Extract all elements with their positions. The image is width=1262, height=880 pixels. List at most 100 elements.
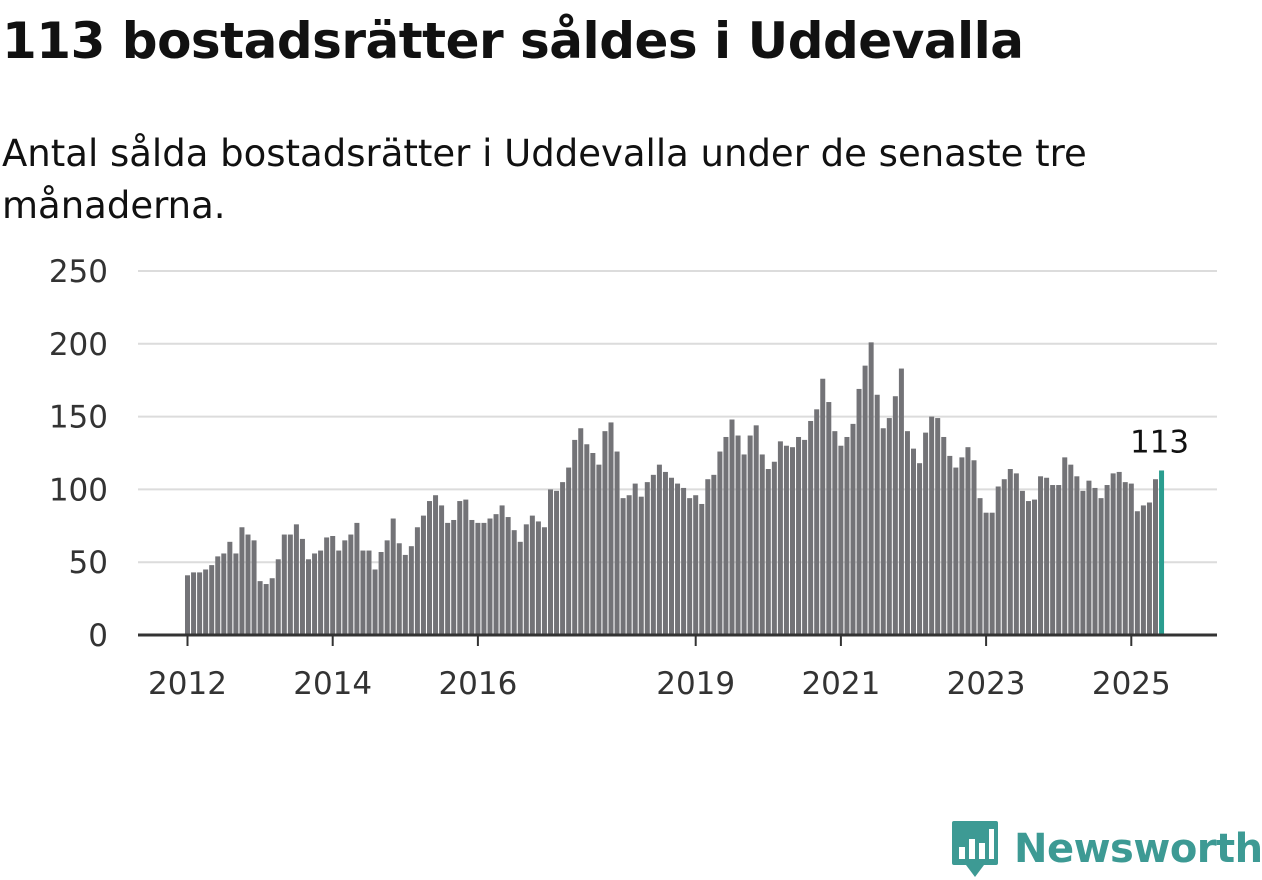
bar: [892, 396, 898, 635]
chart-subtitle: Antal sålda bostadsrätter i Uddevalla un…: [2, 132, 1087, 227]
bar: [336, 550, 342, 635]
bar: [693, 495, 699, 635]
bar: [783, 445, 789, 635]
bar: [505, 517, 511, 635]
bar: [947, 455, 953, 635]
bar: [1038, 476, 1044, 635]
bar: [977, 498, 983, 635]
bar: [705, 479, 711, 635]
bar: [517, 541, 523, 635]
bar: [1116, 471, 1122, 635]
bar: [233, 553, 239, 635]
bar: [584, 444, 590, 635]
bar: [1122, 482, 1128, 635]
bar: [820, 378, 826, 635]
bar: [790, 447, 795, 635]
bar: [1080, 490, 1086, 635]
bar: [293, 524, 299, 635]
bar: [203, 569, 209, 635]
bar: [911, 448, 916, 635]
bar: [372, 569, 378, 635]
bar: [1146, 502, 1152, 635]
bar: [596, 464, 602, 635]
bar: [324, 537, 330, 635]
x-tick-label: 2016: [438, 666, 517, 702]
bar: [681, 487, 687, 635]
bar: [1092, 487, 1098, 635]
bar: [384, 540, 390, 635]
bar: [475, 522, 481, 635]
bar: [735, 435, 741, 635]
bar: [251, 540, 257, 635]
bar: [965, 447, 971, 635]
y-tick-label: 250: [49, 254, 108, 290]
bar: [1001, 479, 1007, 635]
bar: [578, 428, 584, 635]
bar: [408, 546, 414, 635]
bar: [917, 463, 923, 635]
bar: [626, 495, 632, 635]
bar: [608, 422, 614, 635]
bar: [299, 538, 305, 635]
bar: [535, 521, 541, 635]
bar: [971, 460, 977, 635]
bar: [983, 512, 989, 635]
bar: [451, 519, 457, 635]
bar: [898, 368, 904, 635]
bar: [1110, 473, 1116, 635]
bar: [566, 467, 572, 635]
bar: [1007, 469, 1013, 635]
bar: [771, 461, 777, 635]
bar: [1044, 477, 1050, 635]
y-tick-label: 50: [69, 545, 108, 581]
bar: [1153, 479, 1158, 635]
bar: [590, 453, 596, 635]
bar: [711, 474, 717, 635]
bar: [487, 518, 493, 635]
bar: [759, 454, 765, 635]
bar: [457, 501, 463, 635]
bar: [414, 527, 420, 635]
bar: [541, 527, 547, 635]
bar: [699, 503, 705, 635]
bar: [904, 431, 910, 635]
y-tick-label: 100: [49, 472, 108, 508]
bar: [808, 420, 814, 635]
bar: [263, 584, 269, 635]
bar: [269, 578, 275, 635]
bar: [348, 534, 354, 635]
x-tick-label: 2014: [293, 666, 372, 702]
bar: [554, 490, 560, 635]
bar: [1056, 485, 1062, 635]
bar: [1098, 498, 1104, 635]
bar: [366, 550, 372, 635]
bar: [832, 431, 838, 635]
last-value-annotation: 113: [1130, 424, 1189, 460]
y-tick-label: 150: [49, 400, 108, 436]
bar: [632, 483, 638, 635]
newsworthy-logo: Newsworthy: [950, 818, 1262, 880]
bar: [1104, 485, 1110, 635]
bar: [572, 439, 578, 635]
bar: [850, 423, 856, 635]
bar: [191, 572, 197, 635]
y-tick-label: 0: [88, 618, 108, 654]
bar: [753, 425, 759, 635]
bar: [644, 482, 650, 635]
bar: [548, 489, 553, 635]
bar: [838, 445, 844, 635]
bar: [499, 505, 505, 635]
bar: [741, 454, 747, 635]
bar: [197, 572, 203, 635]
bar: [529, 515, 535, 635]
bar: [959, 457, 965, 635]
bar: [378, 552, 384, 635]
bar: [650, 474, 656, 635]
bar: [445, 522, 451, 635]
bar: [245, 534, 251, 635]
bar: [185, 575, 190, 635]
bar: [886, 418, 892, 635]
bar: [989, 512, 995, 635]
bar: [287, 534, 293, 635]
bar: [469, 519, 475, 635]
